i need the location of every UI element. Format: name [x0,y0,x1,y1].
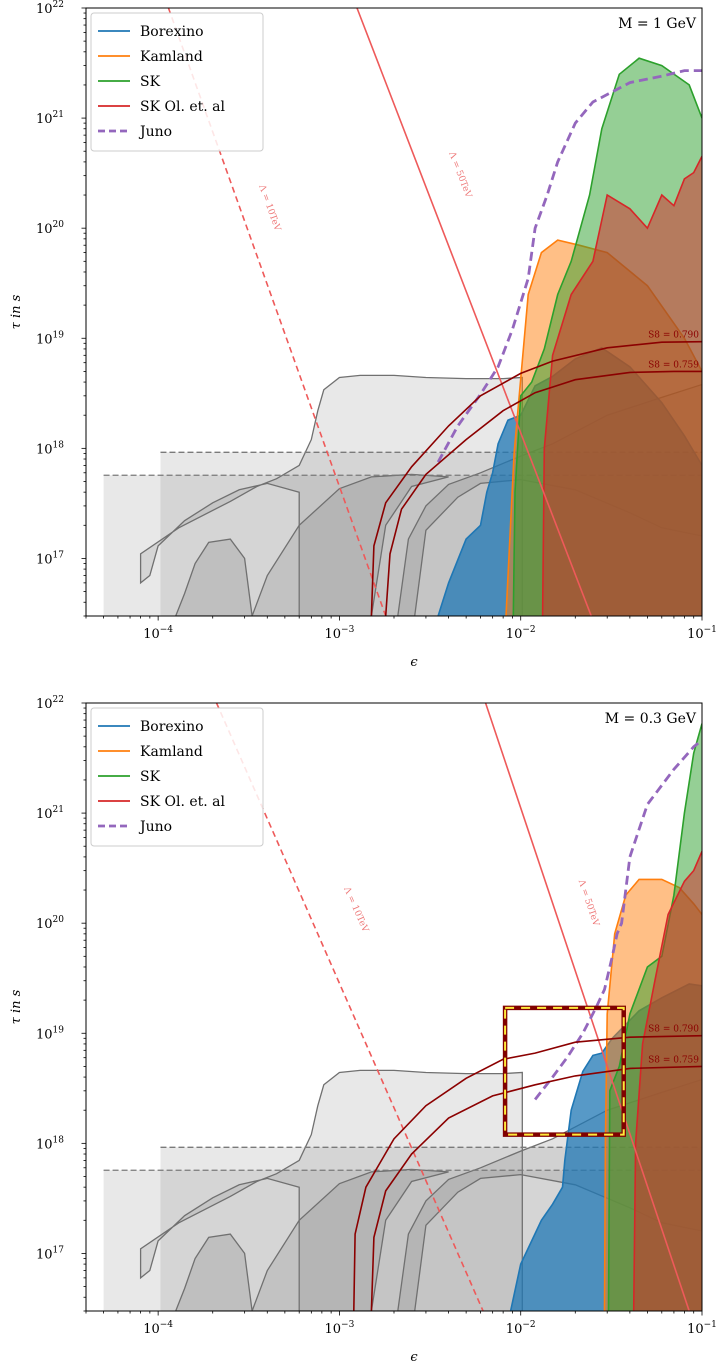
legend-label-kamland: Kamland [140,49,203,65]
exclusion-edge-sk [512,57,702,616]
s8-label-0: S8 = 0.790 [648,331,699,341]
y-tick-label: 1018 [36,440,64,457]
x-axis-label: ϵ [410,1350,418,1365]
legend-label-borexino: Borexino [140,719,204,735]
lambda-label-0: Λ = 10TeV [256,183,282,233]
legend-label-sk: SK [140,74,161,90]
y-tick-label: 1018 [36,1135,64,1152]
y-tick-label: 1019 [36,1025,64,1042]
y-axis: 1017 1018 1019 1020 1021 1022 [36,0,86,617]
y-tick-label: 1022 [36,695,64,712]
chart-panel-top: Λ = 10TeV Λ = 50TeV S8 = 0.790 S8 = 0.759 10… [9,0,717,670]
exclusion-edge-sk [607,723,702,1311]
x-axis: 10−4 10−3 10−2 10−1 [85,1311,717,1337]
legend-label-kamland: Kamland [140,744,203,760]
y-tick-label: 1021 [36,805,64,822]
legend-label-borexino: Borexino [140,24,204,40]
s8-curve-1 [370,1065,702,1311]
y-tick-label: 1017 [36,1245,64,1262]
y-tick-label: 1020 [36,915,64,932]
lambda-label-0: Λ = 10TeV [341,885,370,935]
y-axis: 1017 1018 1019 1020 1021 1022 [36,695,86,1312]
x-tick-label: 10−2 [506,1320,536,1337]
exclusion-sk-ol-et-al [542,156,702,616]
lambda-line-1 [356,8,593,616]
legend-label-juno: Juno [138,124,172,140]
legend: Borexino Kamland SK SK Ol. et. al Juno [90,12,264,152]
lambda-label-1: Λ = 50TeV [575,878,600,928]
x-axis: 10−4 10−3 10−2 10−1 [85,616,717,642]
lambda-label-1: Λ = 50TeV [446,150,473,200]
legend-frame [90,707,264,847]
lambda-line-0 [167,8,387,616]
x-tick-label: 10−1 [687,625,717,642]
juno-curve [436,69,702,463]
y-axis-label: τ in s [9,989,24,1024]
y-tick-label: 1019 [36,330,64,347]
legend-frame [90,12,264,152]
x-axis-label: ϵ [410,655,418,670]
y-tick-label: 1022 [36,0,64,17]
highlight-box-inner [504,1006,625,1136]
exclusion-edge-sk-ol-et-al [541,155,702,616]
legend-label-sk: SK [140,769,161,785]
x-tick-label: 10−3 [325,1320,355,1337]
s8-label-0: S8 = 0.790 [648,1025,699,1035]
legend-label-sk-ol-et-al: SK Ol. et. al [140,794,226,810]
constraint-region-gray-4 [251,1168,449,1311]
legend: Borexino Kamland SK SK Ol. et. al Juno [90,707,264,847]
legend-label-juno: Juno [138,819,172,835]
x-tick-label: 10−4 [143,1320,173,1337]
y-tick-label: 1020 [36,220,64,237]
legend-label-sk-ol-et-al: SK Ol. et. al [140,99,226,115]
mass-label: M = 0.3 GeV [605,711,697,727]
y-tick-label: 1017 [36,550,64,567]
s8-label-1: S8 = 0.759 [648,360,699,370]
juno-curve [533,739,702,1101]
constraint-region-gray-4 [251,473,449,616]
x-tick-label: 10−4 [143,625,173,642]
s8-curve-0 [370,340,702,616]
s8-curve-0 [353,1034,702,1311]
chart-panel-bottom: Λ = 10TeV Λ = 50TeV S8 = 0.790 S8 = 0.759 10… [9,695,717,1365]
y-tick-label: 1021 [36,110,64,127]
y-axis-label: τ in s [9,294,24,329]
exclusion-edge-sk-ol-et-al [632,850,702,1311]
x-tick-label: 10−1 [687,1320,717,1337]
constraint-region-gray-3 [175,538,253,616]
s8-curve-1 [384,370,702,616]
x-tick-label: 10−2 [506,625,536,642]
constraint-region-gray-3 [175,1233,253,1311]
x-tick-label: 10−3 [325,625,355,642]
s8-label-1: S8 = 0.759 [648,1055,699,1065]
plot-area: Λ = 10TeV Λ = 50TeV S8 = 0.790 S8 = 0.759 [103,703,702,1311]
mass-label: M = 1 GeV [618,16,697,32]
